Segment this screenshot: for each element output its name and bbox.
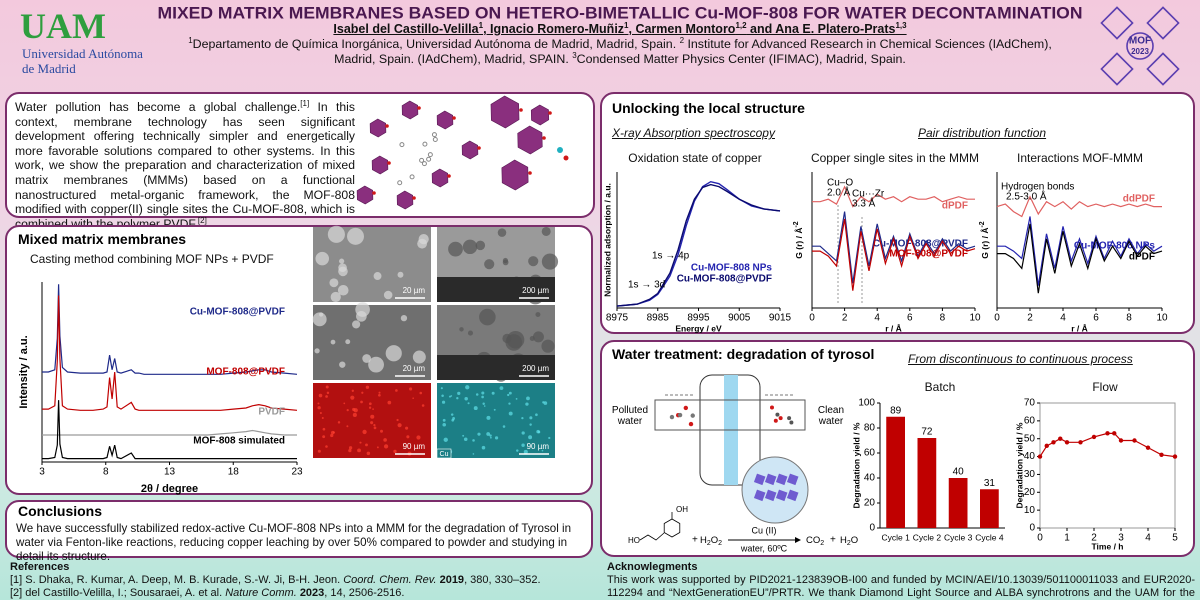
text-run: [2] [197,215,207,225]
badge-shape [1146,6,1180,40]
text-run: [1] [300,98,310,108]
institution-line: de Madrid [22,61,76,76]
text-run: 3 [572,50,577,60]
section-subtitle: From discontinuous to continuous process [908,352,1133,366]
badge-text: 2023 [1131,47,1149,56]
text-run: 1,3 [895,20,907,30]
text-run: , Ignacio Romero-Muñiz [483,22,625,36]
ack-title: Acknowlegments [607,561,698,573]
diagram-label: Clean water [817,405,845,427]
text-run: and Ana E. Platero-Prats [746,22,896,36]
text-run: 1,2 [735,20,747,30]
chart-title: Oxidation state of copper [628,151,762,165]
section-title: Conclusions [18,503,103,519]
institution-line: Universidad Autónoma [22,46,143,61]
conclusions-panel [5,500,593,558]
text-run: , Carmen Montoro [628,22,736,36]
badge-text: MOF [1129,36,1151,47]
poster-title: MIXED MATRIX MEMBRANES BASED ON HETERO-B… [158,4,1083,22]
text-run: Isabel del Castillo-Velilla [333,22,479,36]
section-title: Water treatment: degradation of tyrosol [612,346,875,362]
authors: Isabel del Castillo-Velilla1, Ignacio Ro… [180,20,1060,37]
badge-shape [1146,52,1180,86]
affiliations: 1Departamento de Química Inorgánica, Uni… [180,35,1060,66]
institution: Universidad Autónoma de Madrid [22,46,143,76]
badge-shape [1100,52,1134,86]
section-title: Mixed matrix membranes [18,231,187,247]
text-run: [1] S. Dhaka, R. Kumar, A. Deep, M. B. K… [10,574,344,586]
logo-text: UAM [20,6,106,46]
text-run: Water pollution has become a global chal… [15,100,301,114]
diagram-label: Polluted water [611,405,649,427]
badge-shape [1126,32,1154,60]
chart-title: Interactions MOF-MMM [1016,151,1143,165]
chart-title: Copper single sites in the MMM [810,151,980,165]
text-run: 1 [478,20,484,30]
text-run: Departamento de Química Inorgánica, Univ… [192,37,680,51]
text-run: 2023 [299,587,325,599]
text-run: , 14, 2506-2516. [324,587,405,599]
badge-shape [1100,6,1134,40]
water-panel [600,340,1195,557]
text-run: Nature Comm. [225,587,300,599]
chart-title: Batch [924,380,956,394]
reference: [1] S. Dhaka, R. Kumar, A. Deep, M. B. K… [10,574,541,587]
conclusions-text: We have successfully stabilized redox-ac… [16,522,572,563]
reference: [2] del Castillo-Velilla, I.; Sousaraei,… [10,587,404,600]
method-title: Pair distribution function [918,126,1047,140]
ack-text: This work was supported by PID2021-12383… [607,574,1195,599]
method-title: X-ray Absorption spectroscopy [612,126,775,140]
text-run: [2] del Castillo-Velilla, I.; Sousaraei,… [10,587,226,599]
text-run: , 380, 330–352. [464,574,541,586]
section-title: Unlocking the local structure [612,100,805,116]
text-run: 2 [679,35,685,45]
text-run: 2019 [439,574,465,586]
references-title: References [10,561,70,573]
text-run: Institute for Advanced Research in Chemi… [334,37,1052,66]
intro-text: Water pollution has become a global chal… [15,98,355,231]
text-run: 1 [188,35,193,45]
text-run: Condensed Matter Physics Center (IFIMAC)… [576,51,906,66]
chart-title: Flow [1092,380,1118,394]
section-subtitle: Casting method combining MOF NPs + PVDF [30,252,274,266]
text-run: In this context, membrane technology has… [15,100,355,231]
text-run: Coord. Chem. Rev. [343,574,440,586]
badge [1100,6,1180,86]
text-run: 1 [624,20,629,30]
